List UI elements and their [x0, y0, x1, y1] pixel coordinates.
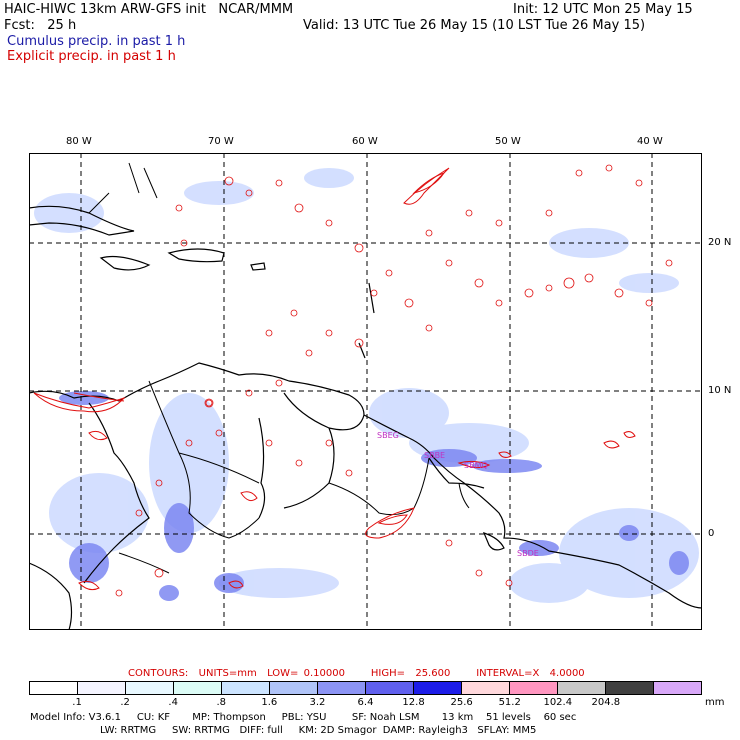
- station-label-3: SBDE: [517, 549, 539, 558]
- colorbar-label: 3.2: [309, 697, 326, 708]
- station-label-0: SBEG: [377, 431, 399, 440]
- colorbar-swatch: [654, 682, 701, 694]
- colorbar-label: 51.2: [498, 697, 521, 708]
- lat-lon-grid: [29, 153, 702, 630]
- explicit-precip-contours: [33, 167, 636, 591]
- station-label-1: SBBE: [424, 451, 445, 460]
- colorbar-swatch: [366, 682, 414, 694]
- colorbar-units: mm: [705, 697, 725, 708]
- precip-map: SBEG SBBE SBMQ SBDE: [29, 153, 702, 630]
- colorbar-swatch: [510, 682, 558, 694]
- lat-label-0: 0: [708, 528, 715, 539]
- valid-time: Valid: 13 UTC Tue 26 May 15 (10 LST Tue …: [303, 18, 646, 33]
- colorbar-swatch: [414, 682, 462, 694]
- colorbar-swatch: [318, 682, 366, 694]
- colorbar-label: .4: [168, 697, 178, 708]
- model-info-line1: Model Info: V3.6.1 CU: KF MP: Thompson P…: [30, 712, 577, 723]
- colorbar-swatch: [462, 682, 510, 694]
- lon-label-50w: 50 W: [495, 136, 521, 147]
- colorbar-label: .1: [72, 697, 82, 708]
- colorbar-swatch: [174, 682, 222, 694]
- colorbar-swatch: [558, 682, 606, 694]
- colorbar-label: 6.4: [357, 697, 374, 708]
- cumulus-legend: Cumulus precip. in past 1 h: [7, 34, 186, 49]
- contours-info: CONTOURS: UNITS=mm LOW= 0.10000 HIGH= 25…: [128, 668, 585, 679]
- lon-label-80w: 80 W: [66, 136, 92, 147]
- country-borders: [88, 162, 470, 574]
- forecast-hour: Fcst: 25 h: [4, 18, 77, 33]
- colorbar-label: .2: [120, 697, 130, 708]
- station-label-2: SBMQ: [464, 461, 488, 470]
- colorbar-swatch: [126, 682, 174, 694]
- colorbar-label: 12.8: [402, 697, 425, 708]
- init-time: Init: 12 UTC Mon 25 May 15: [513, 2, 693, 17]
- colorbar-swatch: [270, 682, 318, 694]
- colorbar: [29, 681, 702, 695]
- colorbar-label: 25.6: [450, 697, 473, 708]
- colorbar-label: 1.6: [261, 697, 278, 708]
- lat-label-20n: 20 N: [708, 237, 732, 248]
- colorbar-label: 102.4: [543, 697, 573, 708]
- colorbar-label: .8: [216, 697, 227, 708]
- colorbar-label: 204.8: [591, 697, 621, 708]
- lon-label-70w: 70 W: [208, 136, 234, 147]
- colorbar-swatch: [222, 682, 270, 694]
- lon-label-60w: 60 W: [352, 136, 378, 147]
- explicit-precip-cells: [115, 164, 673, 597]
- lon-label-40w: 40 W: [637, 136, 663, 147]
- colorbar-swatch: [78, 682, 126, 694]
- colorbar-swatch: [606, 682, 654, 694]
- model-title: HAIC-HIWC 13km ARW-GFS init NCAR/MMM: [4, 2, 294, 17]
- colorbar-swatch: [30, 682, 78, 694]
- cumulus-precip-heavy: [59, 391, 689, 601]
- lat-label-10n: 10 N: [708, 385, 732, 396]
- station-labels: SBEG SBBE SBMQ SBDE: [377, 431, 539, 558]
- model-info-line2: LW: RRTMG SW: RRTMG DIFF: full KM: 2D Sm…: [100, 725, 537, 736]
- explicit-legend: Explicit precip. in past 1 h: [7, 49, 176, 64]
